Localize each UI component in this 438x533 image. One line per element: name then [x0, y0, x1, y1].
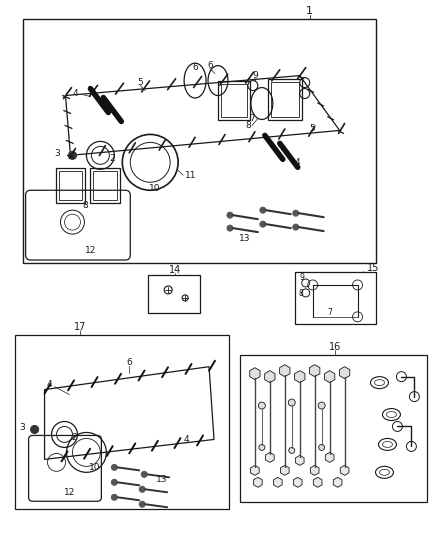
Circle shape — [227, 212, 233, 218]
Circle shape — [31, 425, 39, 433]
Circle shape — [288, 399, 295, 406]
Circle shape — [319, 445, 325, 450]
Circle shape — [260, 207, 266, 213]
Text: 5: 5 — [310, 124, 315, 133]
Bar — [56, 168, 85, 203]
Circle shape — [318, 402, 325, 409]
Text: 11: 11 — [185, 171, 197, 180]
Text: 17: 17 — [74, 322, 87, 332]
Text: 4: 4 — [295, 158, 300, 167]
Text: 7: 7 — [249, 114, 255, 123]
Circle shape — [111, 479, 117, 486]
Circle shape — [111, 464, 117, 470]
Bar — [240, 355, 427, 502]
Text: 8: 8 — [82, 201, 88, 209]
Text: 15: 15 — [367, 263, 379, 273]
Circle shape — [68, 151, 77, 159]
Circle shape — [141, 471, 147, 478]
Text: 10: 10 — [149, 184, 161, 193]
Text: 6: 6 — [207, 61, 213, 70]
Text: 13: 13 — [156, 475, 168, 484]
Circle shape — [139, 486, 145, 492]
Bar — [59, 171, 82, 200]
Bar — [268, 78, 302, 120]
Text: 14: 14 — [169, 265, 181, 275]
Circle shape — [289, 447, 295, 454]
Text: 4: 4 — [184, 435, 189, 444]
Text: 2: 2 — [72, 433, 77, 442]
Circle shape — [258, 402, 265, 409]
Text: 6: 6 — [127, 358, 132, 367]
Text: 3: 3 — [19, 423, 25, 432]
Bar — [221, 84, 247, 117]
Bar — [93, 171, 117, 200]
Text: 8: 8 — [245, 121, 251, 130]
Text: 10: 10 — [88, 463, 100, 472]
Text: 2: 2 — [110, 154, 115, 163]
Text: 5: 5 — [138, 78, 143, 87]
Bar — [23, 19, 377, 263]
Text: 6: 6 — [192, 63, 198, 72]
Bar — [218, 80, 250, 120]
Bar — [90, 168, 120, 203]
Circle shape — [260, 221, 266, 227]
Text: 12: 12 — [64, 488, 75, 497]
Circle shape — [259, 445, 265, 450]
Text: 1: 1 — [306, 6, 313, 16]
Bar — [295, 272, 377, 324]
Bar — [14, 335, 229, 509]
Text: 12: 12 — [85, 246, 96, 255]
Text: 4: 4 — [47, 380, 53, 389]
Circle shape — [227, 225, 233, 231]
Circle shape — [111, 494, 117, 500]
Bar — [148, 275, 200, 313]
Circle shape — [139, 501, 145, 507]
Text: 7: 7 — [327, 309, 332, 317]
Bar — [271, 82, 299, 117]
Text: 9: 9 — [252, 71, 258, 80]
Circle shape — [293, 224, 299, 230]
Text: 4: 4 — [73, 89, 78, 98]
Circle shape — [293, 210, 299, 216]
Text: 13: 13 — [239, 233, 251, 243]
Text: 9: 9 — [299, 273, 304, 282]
Text: 16: 16 — [328, 342, 341, 352]
Text: 3: 3 — [55, 149, 60, 158]
Text: 8: 8 — [298, 289, 303, 298]
